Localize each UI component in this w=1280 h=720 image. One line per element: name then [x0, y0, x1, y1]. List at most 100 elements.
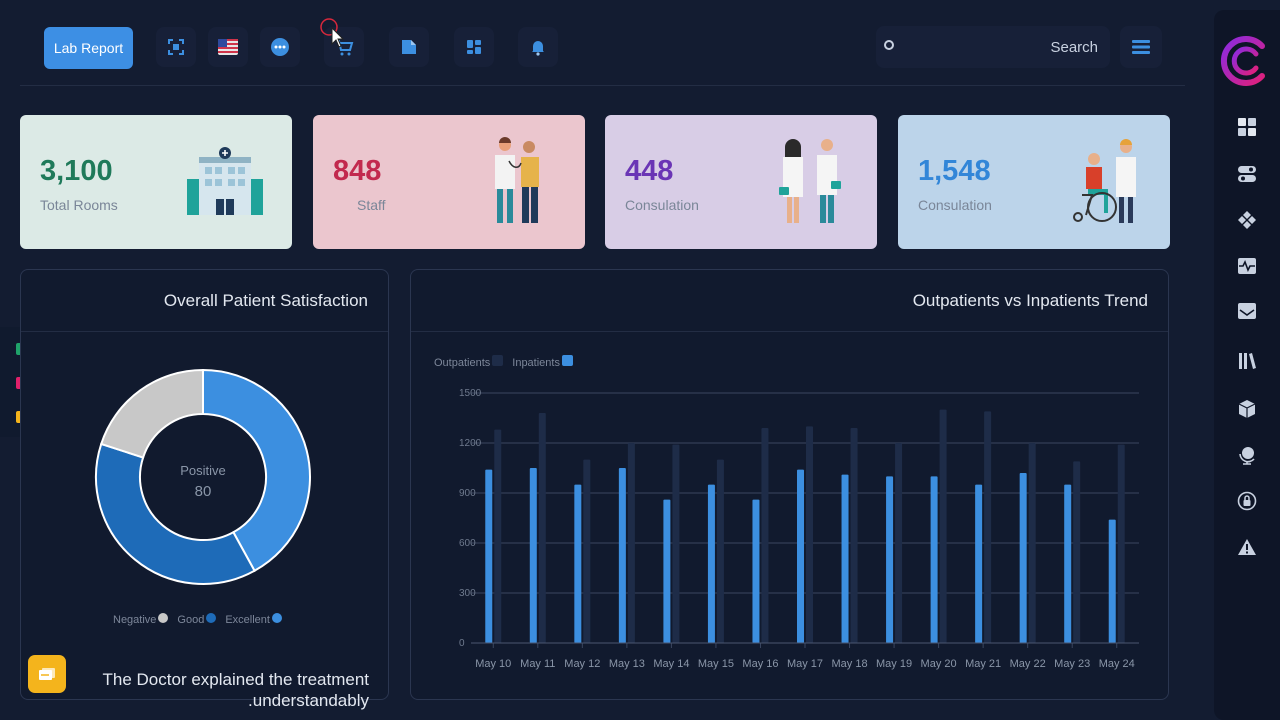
x-tick-label: May 10 — [475, 658, 511, 670]
donut-slice-good[interactable] — [95, 442, 256, 585]
bar-inpatients[interactable] — [975, 484, 983, 643]
bar-outpatients[interactable] — [583, 459, 591, 643]
x-tick-label: May 23 — [1054, 658, 1090, 670]
donut-slice-negative[interactable] — [99, 368, 204, 459]
donut-center-value: 80 — [195, 483, 212, 500]
brand-logo[interactable] — [1216, 32, 1276, 92]
bar-outpatients[interactable] — [761, 428, 769, 643]
menu-icon — [1132, 40, 1150, 54]
bar-outpatients[interactable] — [806, 426, 813, 643]
file-icon[interactable] — [389, 27, 429, 67]
bar-inpatients[interactable] — [574, 484, 582, 643]
panel-divider — [411, 331, 1168, 332]
x-tick-label: May 11 — [520, 658, 555, 670]
legend-item-negative[interactable]: Negative — [113, 613, 169, 626]
y-tick-label: 1200 — [459, 438, 482, 449]
diamond-grid-icon[interactable] — [1234, 207, 1260, 233]
inbox-icon[interactable] — [1234, 298, 1260, 324]
bar-outpatients[interactable] — [1117, 444, 1125, 643]
donut-legend: Negative Good Excellent — [113, 613, 282, 626]
bar-inpatients[interactable] — [752, 499, 760, 643]
bar-inpatients[interactable] — [886, 476, 894, 643]
stat-label: Consulation — [918, 197, 992, 213]
panel-title: Overall Patient Satisfaction — [163, 291, 368, 310]
stat-value: 448 — [625, 155, 674, 187]
bar-inpatients[interactable] — [841, 474, 849, 643]
stat-label: Consulation — [625, 197, 699, 213]
x-tick-label: May 22 — [1010, 658, 1046, 670]
bar-inpatients[interactable] — [529, 468, 537, 643]
notification-bell-icon[interactable] — [518, 27, 558, 67]
cart-icon[interactable] — [324, 27, 364, 67]
bar-inpatients[interactable] — [618, 468, 626, 643]
y-tick-label: 1500 — [459, 388, 482, 399]
legend-item-inpatients[interactable]: Inpatients — [512, 355, 573, 369]
x-tick-label: May 24 — [1099, 658, 1135, 670]
bar-inpatients[interactable] — [485, 469, 493, 643]
stat-label: Staff — [357, 197, 386, 213]
bar-inpatients[interactable] — [797, 469, 804, 643]
activity-icon[interactable] — [1234, 253, 1260, 279]
x-tick-label: May 20 — [921, 658, 957, 670]
search-box[interactable] — [876, 26, 1110, 68]
bar-outpatients[interactable] — [939, 409, 947, 643]
globe-icon[interactable] — [1234, 442, 1260, 468]
x-tick-label: May 19 — [876, 658, 912, 670]
cube-icon[interactable] — [1234, 396, 1260, 422]
stat-card-total-rooms[interactable]: 3,100 Total Rooms — [20, 115, 292, 249]
bar-outpatients[interactable] — [538, 413, 546, 643]
bar-outpatients[interactable] — [627, 443, 635, 643]
bar-outpatients[interactable] — [984, 411, 992, 643]
legend-item-good[interactable]: Good — [177, 613, 217, 626]
hospital-building-icon — [187, 147, 263, 215]
bar-outpatients[interactable] — [1028, 443, 1036, 643]
legend-item-excellent[interactable]: Excellent — [225, 613, 282, 626]
bar-inpatients[interactable] — [1019, 473, 1027, 643]
y-tick-label: 300 — [459, 588, 476, 599]
stat-card-consultation-2[interactable]: 1,548 Consulation — [898, 115, 1170, 249]
dashboard-icon[interactable] — [1234, 114, 1260, 140]
lock-icon[interactable] — [1234, 488, 1260, 514]
satisfaction-panel: Overall Patient Satisfaction Positive 80… — [20, 269, 389, 700]
donut-slice-excellent[interactable] — [202, 368, 311, 573]
bar-outpatients[interactable] — [1073, 461, 1081, 643]
bar-outpatients[interactable] — [672, 444, 680, 643]
grid-icon[interactable] — [454, 27, 494, 67]
bar-outpatients[interactable] — [850, 428, 858, 643]
bar-inpatients[interactable] — [1064, 484, 1072, 643]
bar-outpatients[interactable] — [494, 429, 502, 643]
toggle-icon[interactable] — [1234, 161, 1260, 187]
stat-card-staff[interactable]: 848 Staff — [313, 115, 585, 249]
legend-item-outpatients[interactable]: Outpatients — [434, 355, 504, 369]
search-icon — [884, 40, 894, 50]
x-tick-label: May 15 — [698, 658, 734, 670]
stat-card-consultation[interactable]: 448 Consulation — [605, 115, 877, 249]
bar-inpatients[interactable] — [707, 484, 715, 643]
stat-label: Total Rooms — [40, 197, 118, 213]
bar-outpatients[interactable] — [895, 443, 903, 643]
doctor-with-patient-icon — [495, 137, 539, 223]
bar-inpatients[interactable] — [1108, 519, 1116, 643]
bar-inpatients[interactable] — [663, 499, 671, 643]
mouse-cursor-icon — [320, 18, 345, 48]
message-badge-icon[interactable] — [28, 655, 66, 693]
warning-icon[interactable] — [1234, 534, 1260, 560]
menu-button[interactable] — [1120, 26, 1162, 68]
search-input[interactable] — [876, 26, 1110, 68]
flag-us-icon[interactable] — [208, 27, 248, 67]
donut-center-label: Positive — [180, 463, 226, 478]
x-tick-label: May 16 — [742, 658, 778, 670]
satisfaction-donut-chart: Positive 80 — [95, 368, 311, 585]
library-icon[interactable] — [1234, 348, 1260, 374]
x-tick-label: May 21 — [965, 658, 1001, 670]
bar-outpatients[interactable] — [716, 459, 724, 643]
bar-inpatients[interactable] — [930, 476, 938, 643]
x-tick-label: May 13 — [609, 658, 645, 670]
trend-panel: Outpatients vs Inpatients Trend Outpatie… — [410, 269, 1169, 700]
fullscreen-icon[interactable] — [156, 27, 196, 67]
wheelchair-patient-icon — [1073, 139, 1136, 223]
lab-report-button[interactable]: Lab Report — [44, 27, 133, 69]
chat-icon[interactable] — [260, 27, 300, 67]
top-toolbar: Lab Report — [20, 16, 1185, 86]
x-tick-label: May 18 — [831, 658, 867, 670]
